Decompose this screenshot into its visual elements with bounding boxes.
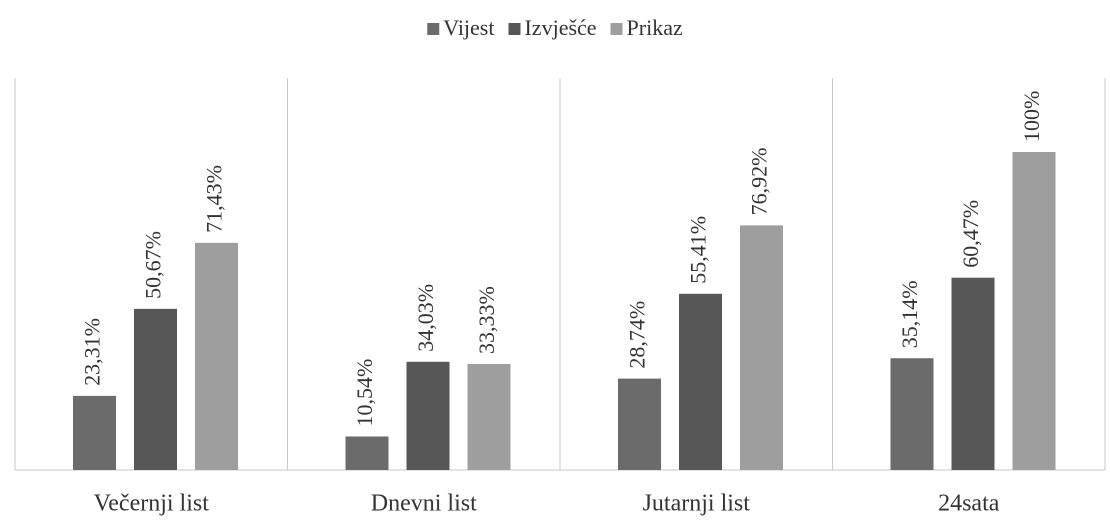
bar: [345, 436, 389, 470]
bar: [406, 361, 450, 470]
value-label: 33,33%: [474, 286, 499, 354]
bar: [890, 358, 934, 470]
bar: [195, 242, 238, 470]
bar: [134, 308, 177, 470]
value-label: 35,14%: [897, 280, 922, 348]
value-label: 60,47%: [958, 200, 983, 268]
legend-swatch: [427, 23, 440, 35]
x-tick-label: Jutarnji list: [643, 491, 751, 517]
bar: [740, 225, 783, 470]
legend-label: Izvješće: [524, 15, 596, 40]
x-tick-label: Dnevni list: [371, 491, 477, 517]
bar: [467, 364, 511, 470]
bar: [1012, 152, 1056, 470]
value-label: 100%: [1019, 91, 1044, 142]
x-tick-label: Večernji list: [94, 491, 210, 517]
x-tick-label: 24sata: [938, 491, 1000, 517]
legend-label: Vijest: [443, 15, 494, 40]
bar: [679, 293, 722, 470]
legend: Vijest Izvješće Prikaz: [427, 15, 683, 40]
value-label: 10,54%: [352, 359, 377, 427]
value-label: 76,92%: [747, 148, 772, 216]
legend-swatch: [508, 23, 521, 35]
value-label: 71,43%: [202, 165, 227, 233]
bar: [618, 378, 661, 470]
value-label: 28,74%: [625, 301, 650, 369]
legend-swatch: [610, 23, 623, 35]
bar: [951, 277, 995, 470]
value-label: 23,31%: [80, 318, 105, 386]
bar: [73, 395, 116, 470]
value-label: 50,67%: [141, 231, 166, 299]
legend-label: Prikaz: [627, 15, 683, 40]
value-label: 55,41%: [686, 216, 711, 284]
value-label: 34,03%: [413, 284, 438, 352]
